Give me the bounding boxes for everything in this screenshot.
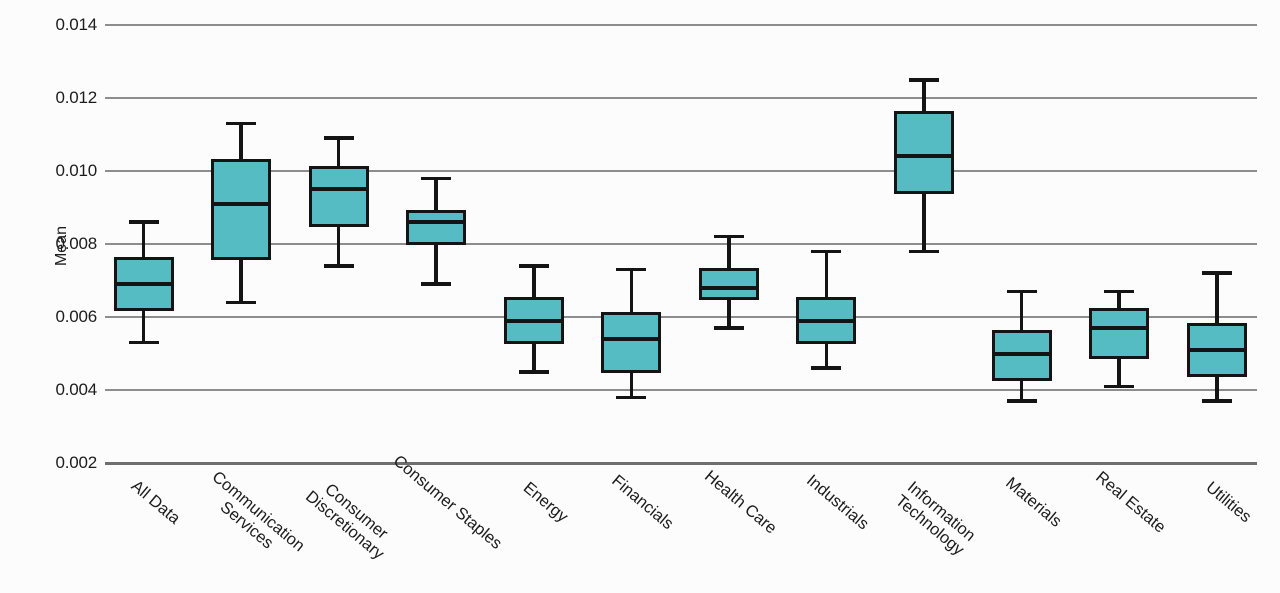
whisker-upper-stem-real-estate [1117, 291, 1121, 310]
whisker-upper-cap-consumer-discretionary [323, 136, 354, 140]
whisker-lower-cap-consumer-discretionary [323, 264, 354, 268]
y-tick-label: 0.010 [55, 161, 97, 180]
x-tick-label-health-care: Health Care [700, 467, 780, 538]
box-real-estate [1089, 308, 1150, 359]
median-line-materials [991, 351, 1052, 356]
x-tick-label-all-data: All Data [127, 476, 183, 528]
median-line-energy [503, 318, 564, 323]
y-tick-label: 0.006 [55, 307, 97, 326]
box-communication-services [211, 158, 272, 261]
median-line-consumer-discretionary [308, 187, 369, 192]
whisker-lower-cap-information-technology [909, 249, 940, 254]
y-tick-label: 0.002 [55, 453, 97, 472]
y-tick-label: 0.012 [55, 88, 97, 107]
box-financials [601, 311, 662, 374]
x-tick-label-information-technology: Information Technology [892, 478, 979, 559]
x-tick-label-real-estate: Real Estate [1092, 467, 1170, 537]
x-tick-label-materials: Materials [1001, 473, 1065, 531]
median-line-financials [601, 336, 662, 341]
whisker-upper-stem-all-data [141, 222, 146, 259]
whisker-upper-stem-materials [1019, 291, 1024, 332]
x-tick-label-industrials: Industrials [803, 471, 873, 534]
whisker-upper-stem-utilities [1215, 273, 1219, 325]
whisker-lower-stem-consumer-discretionary [336, 225, 341, 266]
whisker-upper-cap-information-technology [909, 78, 940, 82]
x-tick-label-consumer-staples: Consumer Staples [390, 451, 506, 553]
whisker-upper-stem-industrials [824, 251, 829, 299]
whisker-upper-cap-financials [616, 267, 647, 272]
whisker-lower-stem-materials [1019, 379, 1024, 401]
whisker-lower-cap-communication-services [226, 300, 257, 305]
whisker-lower-cap-industrials [811, 366, 842, 370]
whisker-lower-cap-utilities [1201, 399, 1232, 403]
x-tick-label-communication-services: Communication Services [208, 467, 309, 556]
whisker-upper-stem-information-technology [922, 79, 926, 113]
whisker-lower-stem-communication-services [239, 258, 243, 303]
gridline [105, 462, 1257, 465]
whisker-lower-cap-energy [518, 370, 549, 374]
whisker-lower-stem-all-data [141, 309, 146, 343]
whisker-lower-cap-financials [616, 395, 647, 400]
whisker-lower-stem-information-technology [922, 192, 926, 252]
whisker-upper-cap-materials [1006, 289, 1037, 294]
median-line-consumer-staples [406, 220, 467, 225]
box-consumer-staples [406, 209, 467, 246]
y-tick-label: 0.014 [55, 15, 97, 34]
median-line-health-care [698, 285, 759, 290]
whisker-lower-cap-materials [1006, 399, 1037, 403]
median-line-all-data [113, 282, 174, 287]
whisker-lower-stem-utilities [1215, 375, 1219, 401]
whisker-upper-stem-communication-services [239, 123, 243, 161]
whisker-lower-stem-industrials [824, 342, 829, 369]
whisker-upper-cap-communication-services [226, 121, 257, 126]
median-line-communication-services [211, 201, 272, 206]
box-information-technology [894, 111, 955, 195]
x-tick-label-energy: Energy [519, 478, 572, 527]
whisker-upper-stem-energy [532, 265, 536, 299]
median-line-utilities [1186, 347, 1247, 352]
whisker-upper-cap-consumer-staples [421, 176, 452, 181]
gridline [105, 389, 1257, 391]
gridline [105, 243, 1257, 245]
median-line-information-technology [894, 154, 955, 159]
x-tick-label-financials: Financials [608, 471, 678, 534]
x-tick-label-utilities: Utilities [1202, 478, 1255, 527]
whisker-upper-cap-health-care [713, 234, 744, 239]
whisker-lower-cap-health-care [713, 326, 744, 330]
whisker-lower-cap-consumer-staples [421, 282, 452, 286]
gridline [105, 316, 1257, 318]
whisker-upper-cap-real-estate [1104, 289, 1135, 294]
median-line-industrials [796, 318, 857, 323]
y-tick-label: 0.008 [55, 234, 97, 253]
whisker-lower-stem-financials [629, 371, 634, 398]
whisker-upper-cap-energy [518, 264, 549, 268]
gridline [105, 97, 1257, 99]
whisker-upper-stem-financials [629, 269, 634, 314]
x-tick-label-consumer-discretionary: Consumer Discretionary [301, 480, 391, 563]
box-health-care [698, 268, 759, 301]
whisker-upper-stem-health-care [727, 236, 731, 270]
whisker-lower-stem-consumer-staples [434, 244, 438, 285]
median-line-real-estate [1089, 325, 1150, 330]
whisker-lower-stem-real-estate [1117, 357, 1121, 387]
box-consumer-discretionary [308, 165, 369, 228]
whisker-upper-cap-utilities [1201, 271, 1232, 275]
whisker-upper-stem-consumer-staples [434, 178, 438, 212]
whisker-upper-cap-industrials [811, 249, 842, 254]
whisker-upper-cap-all-data [128, 220, 159, 224]
whisker-lower-stem-health-care [727, 298, 731, 328]
whisker-lower-cap-all-data [128, 340, 159, 345]
gridline [105, 170, 1257, 172]
whisker-upper-stem-consumer-discretionary [336, 138, 341, 168]
y-tick-label: 0.004 [55, 380, 97, 399]
gridline [105, 24, 1257, 26]
whisker-lower-cap-real-estate [1104, 384, 1135, 389]
whisker-lower-stem-energy [532, 342, 536, 372]
